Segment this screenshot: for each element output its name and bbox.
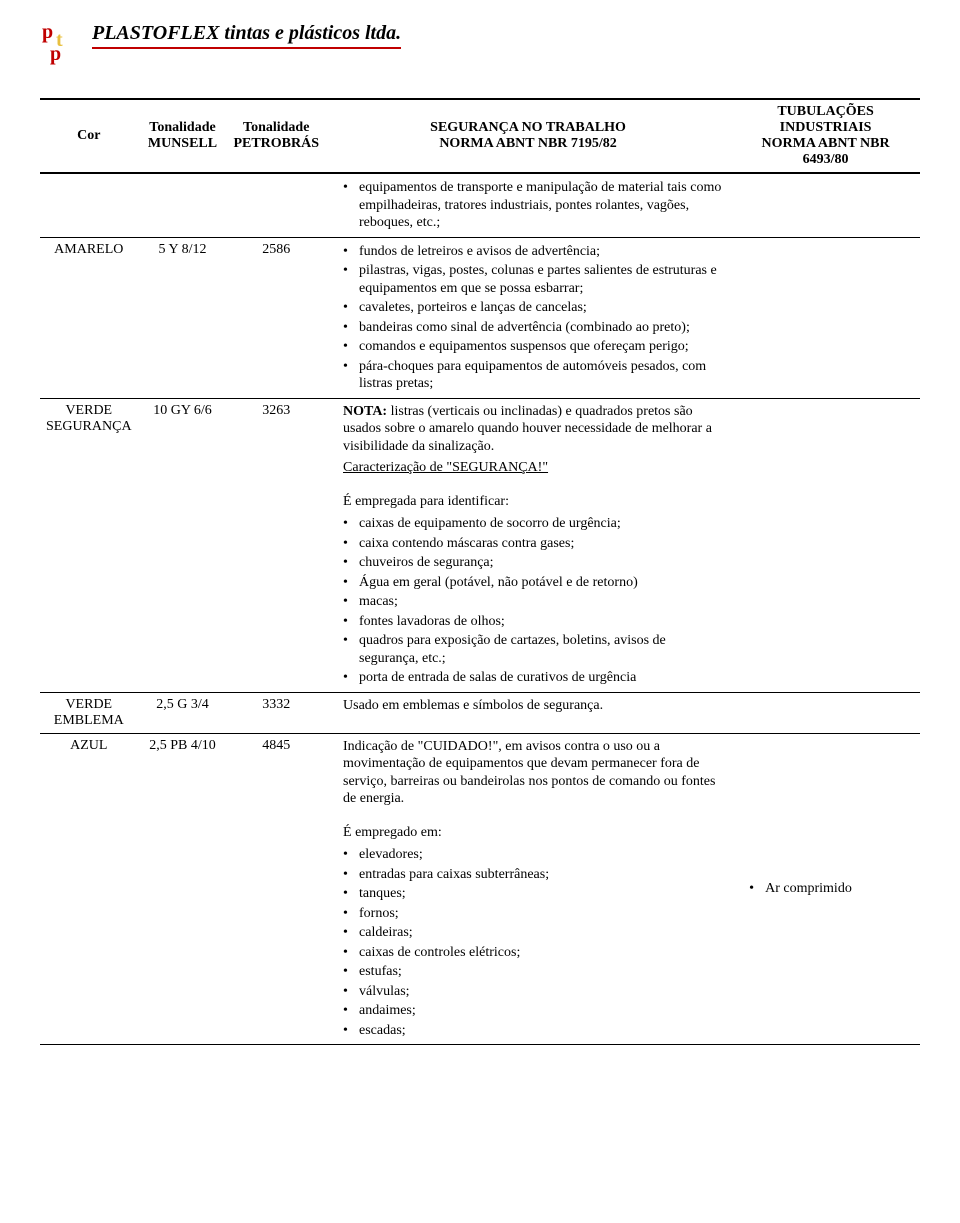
list-item: válvulas; (359, 982, 725, 1002)
list-item: elevadores; (359, 845, 725, 865)
azul-list: elevadores; entradas para caixas subterr… (331, 845, 725, 1040)
list-item: fontes lavadoras de olhos; (359, 612, 725, 632)
list-item: porta de entrada de salas de curativos d… (359, 668, 725, 688)
table-header-row: Cor Tonalidade MUNSELL Tonalidade PETROB… (40, 99, 920, 173)
list-item: pára-choques para equipamentos de automó… (359, 357, 725, 394)
list-item: escadas; (359, 1021, 725, 1041)
amarelo-list: fundos de letreiros e avisos de advertên… (331, 242, 725, 394)
company-logo-icon: p t p (40, 20, 84, 68)
cell-munsell: 10 GY 6/6 (138, 398, 228, 692)
list-item: tanques; (359, 884, 725, 904)
th-munsell: Tonalidade MUNSELL (138, 99, 228, 173)
list-item: Água em geral (potável, não potável e de… (359, 573, 725, 593)
list-item: equipamentos de transporte e manipulação… (359, 178, 725, 233)
list-item: chuveiros de segurança; (359, 553, 725, 573)
list-item: comandos e equipamentos suspensos que of… (359, 337, 725, 357)
list-item: estufas; (359, 962, 725, 982)
list-item: fundos de letreiros e avisos de advertên… (359, 242, 725, 262)
cell-petro: 3263 (227, 398, 325, 692)
list-item: fornos; (359, 904, 725, 924)
company-name: PLASTOFLEX tintas e plásticos ltda. (92, 22, 401, 49)
svg-text:p: p (50, 43, 61, 65)
cell-munsell: 2,5 PB 4/10 (138, 733, 228, 1045)
azul-intro: É empregado em: (331, 824, 725, 842)
list-item: cavaletes, porteiros e lanças de cancela… (359, 298, 725, 318)
nota-paragraph: NOTA: listras (verticais ou inclinadas) … (331, 403, 725, 456)
verde-seg-list: caixas de equipamento de socorro de urgê… (331, 514, 725, 688)
row-amarelo: AMARELO 5 Y 8/12 2586 fundos de letreiro… (40, 237, 920, 398)
prev-cont-list: equipamentos de transporte e manipulação… (331, 178, 725, 233)
row-prev-continuation: equipamentos de transporte e manipulação… (40, 173, 920, 237)
th-petrobras: Tonalidade PETROBRÁS (227, 99, 325, 173)
list-item: caixa contendo máscaras contra gases; (359, 534, 725, 554)
cell-cor: VERDE SEGURANÇA (40, 398, 138, 692)
list-item: entradas para caixas subterrâneas; (359, 865, 725, 885)
cell-petro: 4845 (227, 733, 325, 1045)
list-item: bandeiras como sinal de advertência (com… (359, 318, 725, 338)
row-verde-emblema: VERDE EMBLEMA 2,5 G 3/4 3332 Usado em em… (40, 692, 920, 733)
list-item: caixas de controles elétricos; (359, 943, 725, 963)
subtitle: Caracterização de "SEGURANÇA!" (331, 459, 548, 477)
list-item: andaimes; (359, 1001, 725, 1021)
cell-cor: AMARELO (40, 237, 138, 398)
azul-para1: Indicação de "CUIDADO!", em avisos contr… (331, 738, 725, 808)
cell-petro: 3332 (227, 692, 325, 733)
th-seguranca: SEGURANÇA NO TRABALHO NORMA ABNT NBR 719… (325, 99, 731, 173)
row-azul: AZUL 2,5 PB 4/10 4845 Indicação de "CUID… (40, 733, 920, 1045)
th-cor: Cor (40, 99, 138, 173)
list-item: macas; (359, 592, 725, 612)
colors-table: Cor Tonalidade MUNSELL Tonalidade PETROB… (40, 98, 920, 1045)
verde-emb-text: Usado em emblemas e símbolos de seguranç… (331, 697, 725, 715)
cell-cor: AZUL (40, 733, 138, 1045)
cell-petro: 2586 (227, 237, 325, 398)
list-item: caixas de equipamento de socorro de urgê… (359, 514, 725, 534)
svg-text:p: p (42, 21, 53, 43)
list-item: Ar comprimido (765, 879, 914, 899)
page-header: p t p PLASTOFLEX tintas e plásticos ltda… (40, 20, 920, 68)
th-tubulacoes: TUBULAÇÕES INDUSTRIAIS NORMA ABNT NBR 64… (731, 99, 920, 173)
cell-munsell: 5 Y 8/12 (138, 237, 228, 398)
azul-tub-list: Ar comprimido (737, 879, 914, 899)
list-item: pilastras, vigas, postes, colunas e part… (359, 261, 725, 298)
row-verde-seguranca: VERDE SEGURANÇA 10 GY 6/6 3263 NOTA: lis… (40, 398, 920, 692)
cell-cor: VERDE EMBLEMA (40, 692, 138, 733)
list-item: caldeiras; (359, 923, 725, 943)
list-item: quadros para exposição de cartazes, bole… (359, 631, 725, 668)
cell-munsell: 2,5 G 3/4 (138, 692, 228, 733)
intro-text: É empregada para identificar: (331, 493, 725, 511)
